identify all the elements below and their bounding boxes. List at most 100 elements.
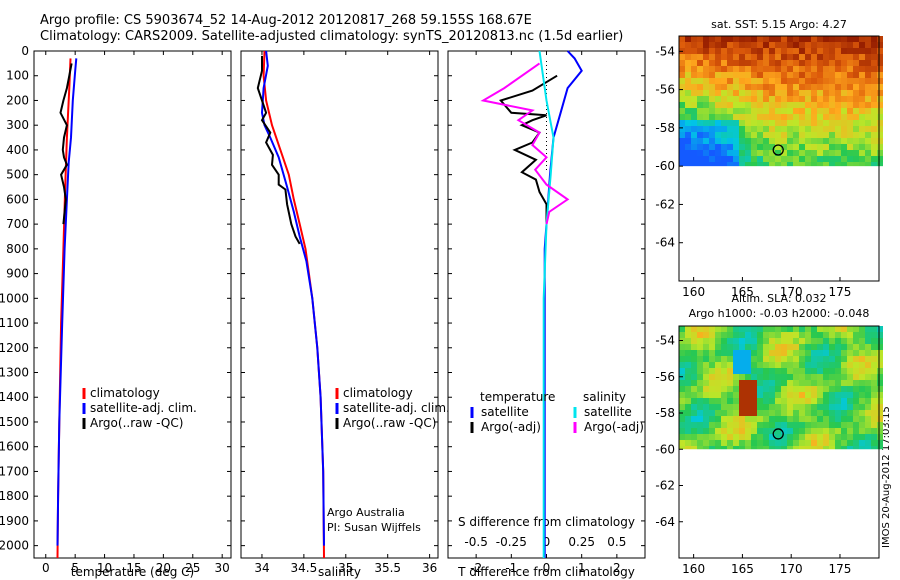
map-cell bbox=[703, 392, 709, 398]
map-cell bbox=[727, 78, 733, 84]
map-cell bbox=[763, 380, 769, 386]
map-cell bbox=[775, 60, 781, 66]
map-cell bbox=[727, 48, 733, 54]
map-cell bbox=[817, 344, 823, 350]
map-cell bbox=[877, 338, 883, 344]
map-cell bbox=[847, 440, 853, 446]
map-cell bbox=[793, 338, 799, 344]
map-cell bbox=[811, 36, 817, 42]
map-cell bbox=[817, 36, 823, 42]
map-cell bbox=[835, 54, 841, 60]
map-cell bbox=[709, 90, 715, 96]
map-cell bbox=[841, 48, 847, 54]
map-cell bbox=[733, 392, 739, 398]
map-cell bbox=[865, 48, 871, 54]
map-cell bbox=[751, 374, 757, 380]
map-cell bbox=[853, 36, 859, 42]
map-cell bbox=[739, 138, 745, 144]
map-cell bbox=[739, 368, 745, 374]
map-cell bbox=[685, 398, 691, 404]
map-cell bbox=[679, 326, 685, 332]
map-cell bbox=[775, 434, 781, 440]
map-cell bbox=[727, 422, 733, 428]
map-cell bbox=[799, 398, 805, 404]
map-cell bbox=[721, 144, 727, 150]
map-cell bbox=[691, 48, 697, 54]
map-cell bbox=[703, 422, 709, 428]
map-cell bbox=[709, 410, 715, 416]
map-cell bbox=[871, 156, 877, 162]
map-cell bbox=[871, 144, 877, 150]
map-cell bbox=[751, 398, 757, 404]
map-cell bbox=[829, 344, 835, 350]
map-cell bbox=[709, 338, 715, 344]
map-cell bbox=[853, 338, 859, 344]
map-cell bbox=[715, 126, 721, 132]
map-cell bbox=[721, 60, 727, 66]
map-cell bbox=[829, 84, 835, 90]
map-cell bbox=[841, 392, 847, 398]
map-cell bbox=[877, 72, 883, 78]
map-cell bbox=[733, 356, 739, 362]
map-cell bbox=[691, 90, 697, 96]
map-cell bbox=[685, 96, 691, 102]
map-cell bbox=[709, 332, 715, 338]
map-cell bbox=[865, 368, 871, 374]
map-cell bbox=[679, 368, 685, 374]
map-cell bbox=[679, 416, 685, 422]
map-cell bbox=[817, 326, 823, 332]
map-cell bbox=[805, 36, 811, 42]
map-cell bbox=[745, 338, 751, 344]
map-cell bbox=[853, 344, 859, 350]
map-cell bbox=[763, 350, 769, 356]
map-cell bbox=[703, 362, 709, 368]
map-cell bbox=[835, 48, 841, 54]
map-cell bbox=[811, 422, 817, 428]
map-cell bbox=[727, 36, 733, 42]
map-cell bbox=[757, 380, 763, 386]
map-cell bbox=[739, 362, 745, 368]
map-cell bbox=[733, 54, 739, 60]
map-cell bbox=[721, 150, 727, 156]
map-cell bbox=[847, 90, 853, 96]
map-cell bbox=[799, 66, 805, 72]
map-cell bbox=[715, 78, 721, 84]
map-cell bbox=[679, 392, 685, 398]
map-cell bbox=[763, 90, 769, 96]
map-cell bbox=[751, 392, 757, 398]
x2-axis-label: S difference from climatology bbox=[458, 515, 635, 529]
map-cell bbox=[721, 66, 727, 72]
map-cell bbox=[769, 386, 775, 392]
map-cell bbox=[811, 440, 817, 446]
map-cell bbox=[787, 162, 793, 167]
map-cell bbox=[763, 410, 769, 416]
map-cell bbox=[829, 120, 835, 126]
map-cell bbox=[781, 90, 787, 96]
map-cell bbox=[745, 126, 751, 132]
map-cell bbox=[721, 162, 727, 167]
map-cell bbox=[781, 36, 787, 42]
map-cell bbox=[823, 356, 829, 362]
map-cell bbox=[733, 150, 739, 156]
map-cell bbox=[793, 416, 799, 422]
legend-label: satellite-adj. clim. bbox=[343, 401, 450, 415]
map-cell bbox=[739, 90, 745, 96]
map-cell bbox=[847, 422, 853, 428]
map-cell bbox=[769, 440, 775, 446]
map-cell bbox=[781, 338, 787, 344]
map-cell bbox=[703, 108, 709, 114]
map-cell bbox=[751, 428, 757, 434]
map-cell bbox=[859, 102, 865, 108]
map-cell bbox=[685, 446, 691, 450]
map-cell bbox=[745, 90, 751, 96]
map-cell bbox=[811, 132, 817, 138]
map-cell bbox=[721, 398, 727, 404]
map-cell bbox=[799, 162, 805, 167]
map-cell bbox=[757, 440, 763, 446]
map-cell bbox=[691, 416, 697, 422]
map-y-tick-label: -62 bbox=[655, 479, 675, 493]
map-cell bbox=[733, 326, 739, 332]
map-cell bbox=[715, 72, 721, 78]
map-cell bbox=[793, 392, 799, 398]
map-cell bbox=[715, 36, 721, 42]
